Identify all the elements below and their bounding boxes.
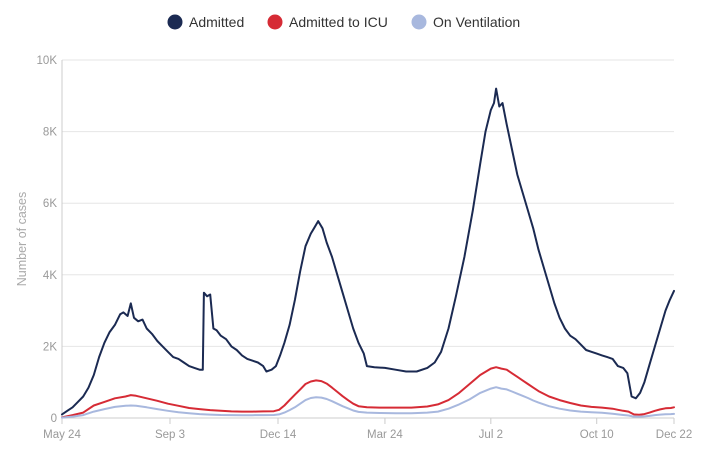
series-lines bbox=[61, 87, 675, 419]
y-tick-label: 6K bbox=[43, 198, 57, 210]
legend-marker bbox=[167, 14, 183, 30]
legend-label: Admitted bbox=[189, 14, 244, 30]
legend-item-admitted-to-icu[interactable]: Admitted to ICU bbox=[267, 14, 388, 30]
x-tick-label: Dec 14 bbox=[260, 429, 297, 441]
y-tick-label: 2K bbox=[43, 341, 57, 353]
y-tick-label: 0 bbox=[51, 413, 57, 425]
series-line-admitted-to-icu bbox=[61, 366, 675, 419]
y-tick-label: 8K bbox=[43, 127, 57, 139]
x-tick-label: Sep 3 bbox=[155, 429, 185, 441]
x-tick-label: Jul 2 bbox=[479, 429, 503, 441]
y-axis-title: Number of cases bbox=[15, 192, 29, 286]
legend-marker bbox=[267, 14, 283, 30]
y-tick-label: 4K bbox=[43, 270, 57, 282]
gridlines bbox=[62, 59, 674, 347]
legend: Admitted Admitted to ICU On Ventilation bbox=[167, 14, 521, 30]
legend-label: Admitted to ICU bbox=[289, 14, 388, 30]
series-line-on-ventilation bbox=[61, 386, 675, 419]
legend-item-on-ventilation[interactable]: On Ventilation bbox=[411, 14, 521, 30]
legend-label: On Ventilation bbox=[433, 14, 520, 30]
x-tick-label: May 24 bbox=[43, 429, 81, 441]
legend-item-admitted[interactable]: Admitted bbox=[167, 14, 245, 30]
series-line-admitted bbox=[61, 87, 675, 416]
x-tick-label: Mar 24 bbox=[367, 429, 403, 441]
x-tick-label: Dec 22 bbox=[656, 429, 692, 441]
legend-marker bbox=[411, 14, 427, 30]
y-axis-ticks: 0 2K 4K 6K 8K 10K bbox=[37, 55, 58, 425]
x-axis-ticks: May 24 Sep 3 Dec 14 Mar 24 Jul 2 Oct 10 Dec 22 bbox=[43, 418, 692, 441]
x-tick-label: Oct 10 bbox=[580, 429, 614, 441]
y-tick-label: 10K bbox=[37, 55, 58, 67]
